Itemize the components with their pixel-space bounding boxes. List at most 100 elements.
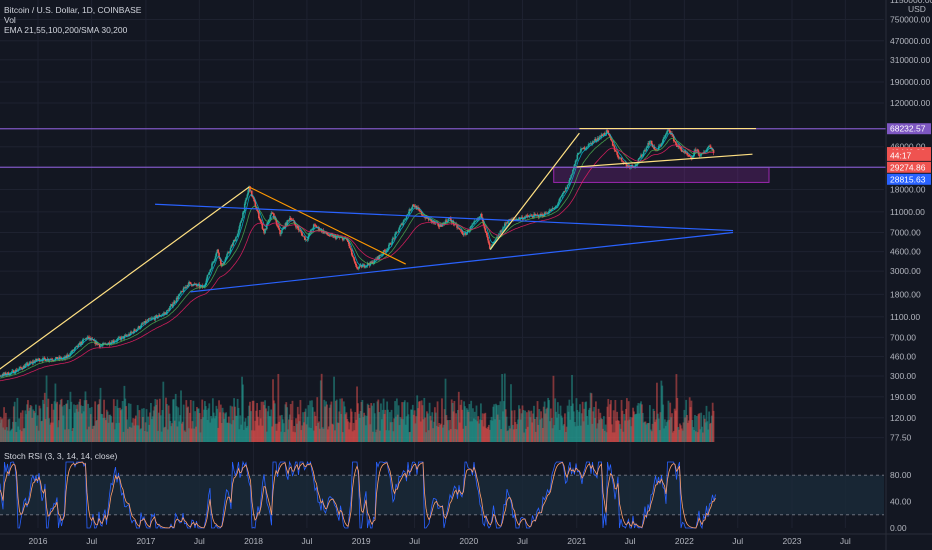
candle-body — [427, 218, 430, 221]
candle-body — [17, 369, 20, 371]
candle-body — [687, 155, 690, 157]
stoch-rsi-legend[interactable]: Stoch RSI (3, 3, 14, 14, close) — [4, 451, 118, 461]
candle-body — [249, 186, 251, 192]
volume-bar — [159, 415, 162, 442]
candle-body — [492, 242, 495, 245]
candle-body — [439, 224, 442, 227]
volume-bar — [21, 410, 24, 442]
candle-body — [169, 305, 172, 308]
candle-body — [411, 207, 413, 209]
candle-body — [210, 268, 212, 270]
candle-body — [687, 154, 689, 156]
candle-body — [398, 227, 401, 230]
candle-body — [663, 137, 665, 140]
candle-body — [298, 230, 301, 231]
candle-body — [649, 140, 652, 142]
volume-bar — [252, 400, 255, 442]
volume-bar — [229, 405, 232, 442]
candle-body — [13, 370, 15, 374]
candle-body — [150, 318, 152, 320]
candle-body — [549, 210, 551, 212]
candle-body — [450, 220, 453, 223]
candle-body — [45, 360, 48, 362]
candle-body — [609, 134, 611, 138]
candle-body — [673, 141, 676, 142]
price-tick-label: 1150000.00 — [890, 0, 932, 5]
candle-body — [338, 237, 341, 239]
candle-body — [530, 215, 533, 216]
candle-body — [592, 141, 595, 143]
candle-body — [557, 201, 560, 204]
price-tick-label: 700.00 — [890, 332, 916, 342]
ema-legend[interactable]: EMA 21,55,100,200/SMA 30,200 — [4, 25, 128, 35]
price-tag — [887, 161, 931, 173]
price-axis-bg — [886, 0, 932, 550]
candle-body — [323, 232, 326, 234]
volume-bar — [602, 416, 605, 442]
candle-body — [597, 138, 600, 140]
candle-body — [594, 139, 596, 141]
price-tick-label: 11000.00 — [890, 207, 925, 217]
candle-body — [433, 221, 435, 223]
candle-body — [647, 143, 649, 148]
candle-body — [75, 345, 78, 347]
candle-body — [654, 149, 656, 150]
candle-body — [601, 134, 603, 136]
stoch-tick-label: 0.00 — [890, 523, 907, 533]
trendline — [576, 153, 753, 168]
volume-bar — [277, 373, 280, 442]
volume-bar — [320, 373, 323, 442]
candle-body — [604, 133, 607, 135]
candle-body — [388, 244, 390, 249]
candle-body — [534, 214, 537, 216]
candle-body — [593, 140, 595, 142]
candle-body — [709, 145, 711, 147]
candle-body — [556, 205, 558, 207]
candle-body — [532, 216, 534, 218]
candle-body — [333, 235, 335, 238]
candle-body — [300, 231, 303, 234]
candle-body — [449, 218, 451, 219]
volume-bar — [671, 413, 673, 442]
candle-body — [645, 147, 648, 151]
candle-body — [148, 318, 150, 320]
price-tick-label: 470000.00 — [890, 36, 930, 46]
candle-body — [679, 147, 681, 148]
candle-body — [303, 235, 305, 237]
volume-bar — [14, 421, 17, 442]
candle-body — [228, 251, 231, 253]
candle-body — [260, 221, 263, 224]
candle-body — [518, 217, 520, 220]
candle-body — [246, 194, 249, 198]
candle-body — [511, 219, 513, 220]
candle-body — [217, 249, 219, 253]
candle-body — [458, 228, 461, 230]
candle-body — [101, 344, 104, 346]
candle-body — [669, 130, 672, 134]
candle-body — [152, 317, 155, 319]
candle-body — [444, 220, 447, 224]
candle-body — [365, 265, 367, 268]
candle-body — [174, 301, 176, 303]
volume-bar — [524, 410, 527, 442]
candle-body — [262, 228, 265, 230]
candle-body — [266, 224, 268, 230]
volume-bar — [378, 412, 381, 442]
candle-body — [403, 219, 405, 223]
price-tick-label: 1800.00 — [890, 289, 921, 299]
candle-body — [619, 157, 622, 159]
candle-body — [484, 228, 487, 232]
candle-body — [415, 205, 418, 210]
volume-bar — [397, 405, 400, 442]
candle-body — [421, 214, 424, 216]
candle-body — [115, 340, 118, 342]
volume-bar — [695, 415, 698, 442]
volume-legend[interactable]: Vol — [4, 15, 16, 25]
symbol-legend[interactable]: Bitcoin / U.S. Dollar, 1D, COINBASE — [4, 5, 142, 15]
volume-bar — [36, 415, 39, 442]
candle-body — [650, 140, 653, 145]
candle-body — [520, 217, 523, 218]
candle-body — [638, 158, 641, 160]
candle-body — [259, 219, 262, 222]
